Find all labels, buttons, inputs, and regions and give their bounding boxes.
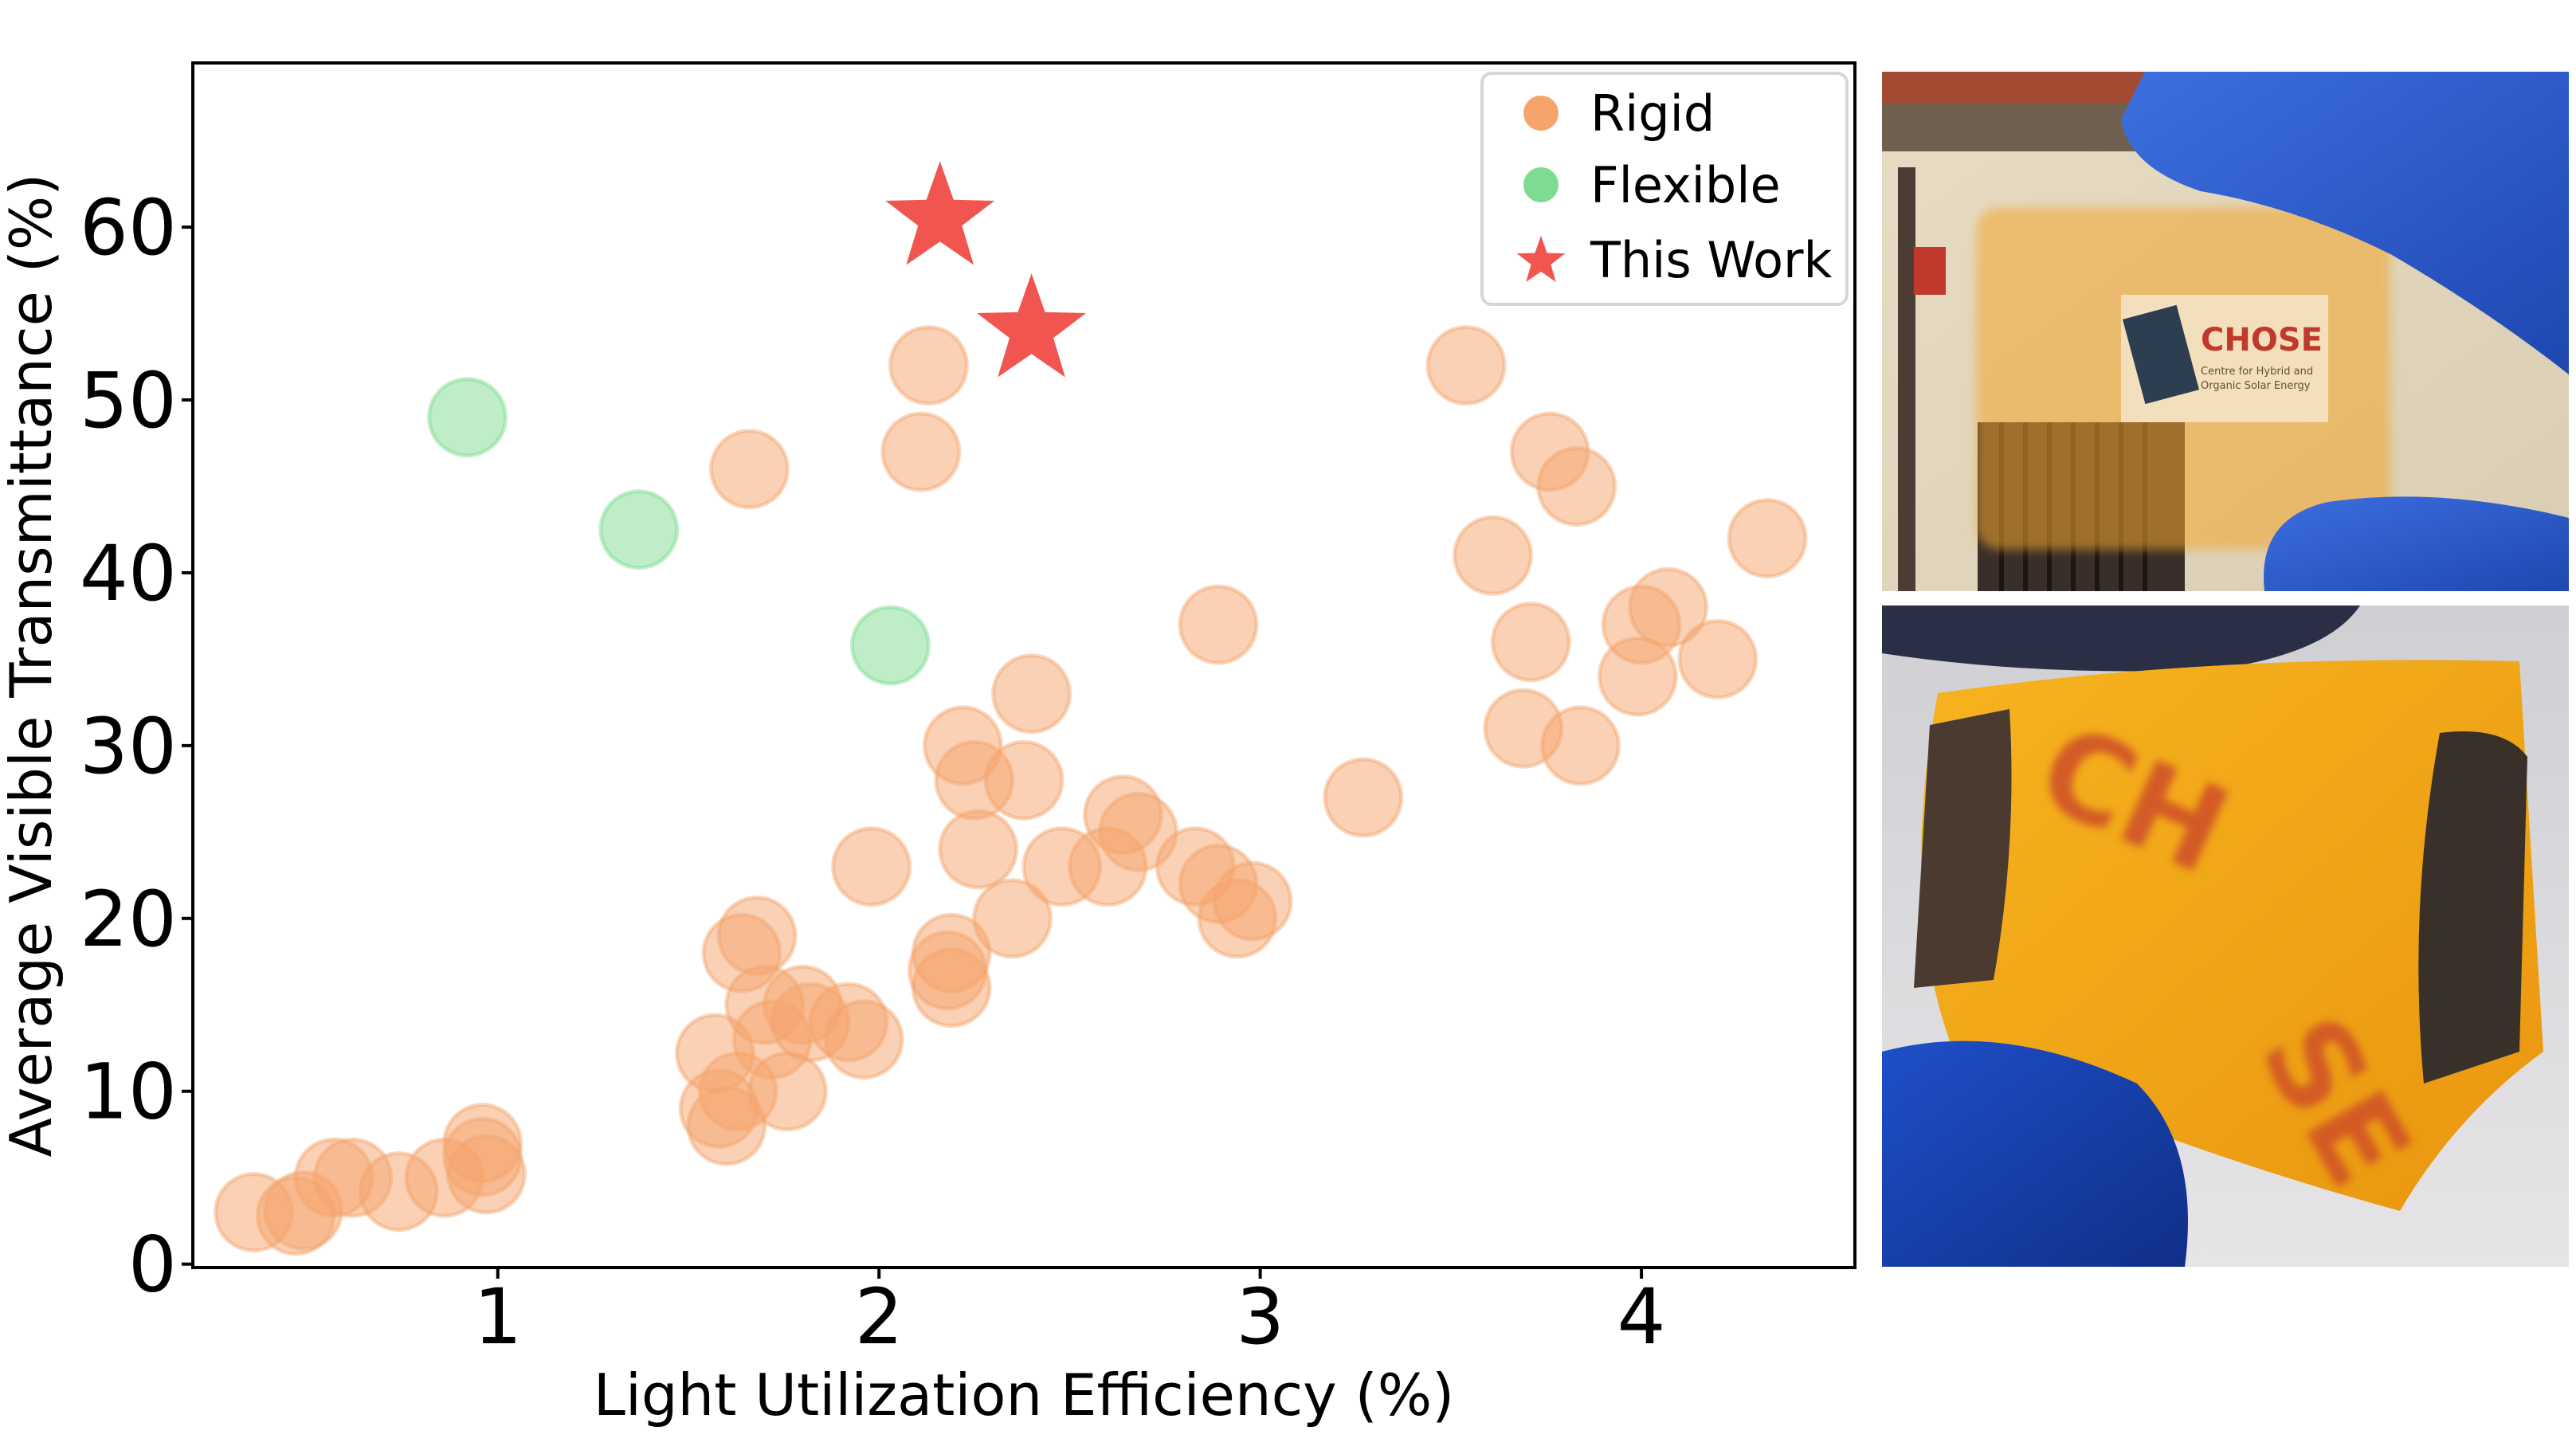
electrode-right: [2418, 731, 2527, 1084]
legend-marker-flexible: [1523, 167, 1559, 202]
legend-marker-this-work: [1516, 236, 1566, 282]
point-rigid-34: [972, 878, 1053, 959]
point-rigid-56: [1628, 566, 1709, 648]
point-rigid-16: [716, 895, 798, 976]
glove-bottom: [2264, 496, 2569, 591]
legend-box: [1480, 72, 1849, 306]
point-flexible-3: [850, 605, 931, 686]
y-tick-label-3: 20: [80, 875, 177, 964]
legend-label-flexible: Flexible: [1590, 156, 1781, 214]
glove-top-2: [1882, 605, 2360, 672]
y-tick-label-5: 40: [80, 529, 177, 618]
point-this-work-2: [977, 273, 1086, 378]
point-flexible-2: [598, 489, 680, 570]
chose-sign-subtitle-1: Centre for Hybrid and: [2201, 366, 2313, 378]
legend-label-rigid: Rigid: [1590, 84, 1715, 143]
point-rigid-30: [911, 947, 992, 1029]
point-rigid-35: [983, 739, 1065, 821]
point-rigid-52: [1536, 446, 1617, 527]
point-rigid-25: [831, 826, 912, 907]
photo-rigid-device: CHOSE Centre for Hybrid and Organic Sola…: [1882, 72, 2569, 591]
x-tick-label-4: 4: [1617, 1272, 1666, 1362]
point-rigid-50: [1490, 602, 1571, 683]
point-rigid-19: [747, 1051, 828, 1132]
chose-sign-title: CHOSE: [2201, 322, 2323, 359]
electrode-left: [1914, 709, 2012, 988]
point-rigid-10: [442, 1116, 523, 1197]
y-tick-label-2: 10: [80, 1048, 177, 1137]
plot-frame: [191, 61, 1857, 1269]
y-tick-label-1: 0: [128, 1221, 177, 1310]
point-rigid-27: [888, 325, 969, 406]
point-flexible-1: [427, 377, 508, 458]
point-rigid-43: [1178, 584, 1259, 665]
x-tick-label-2: 2: [855, 1272, 904, 1362]
legend: Rigid Flexible This Work: [1480, 72, 1849, 306]
legend-marker-rigid: [1523, 96, 1559, 131]
point-rigid-58: [1727, 498, 1808, 579]
point-rigid-57: [1677, 618, 1759, 700]
x-axis: 1 2 3 4: [473, 1268, 1666, 1362]
point-rigid-23: [823, 999, 904, 1080]
point-rigid-40: [1098, 791, 1178, 872]
legend-label-this-work: This Work: [1590, 231, 1832, 289]
y-axis-label: Average Visible Transmittance (%): [0, 174, 65, 1158]
y-axis: 0 10 20 30 40 50 60: [80, 183, 193, 1310]
y-tick-label-6: 50: [80, 356, 177, 445]
glove-top: [2121, 72, 2569, 374]
scatter-chart: 1 2 3 4 0 10 20 30 40 50 60 Light Utilization Eff…: [0, 61, 1857, 1428]
photo-flexible-device: CH SE: [1882, 605, 2569, 1267]
x-axis-label: Light Utilization Efficiency (%): [594, 1362, 1455, 1428]
point-this-work-1: [885, 161, 995, 265]
point-rigid-33: [938, 809, 1019, 890]
x-tick-label-3: 3: [1236, 1272, 1284, 1362]
y-tick-label-4: 30: [80, 702, 177, 791]
point-rigid-48: [1453, 515, 1533, 596]
point-rigid-24: [709, 429, 790, 510]
y-tick-label-7: 60: [80, 183, 177, 272]
point-rigid-36: [991, 653, 1072, 735]
point-rigid-46: [1323, 757, 1404, 838]
chose-sign-subtitle-2: Organic Solar Energy: [2201, 380, 2311, 392]
point-rigid-53: [1540, 705, 1621, 786]
x-tick-label-1: 1: [473, 1272, 522, 1362]
this-work-stars-layer: [885, 161, 1086, 378]
point-rigid-45: [1212, 860, 1293, 942]
point-rigid-47: [1425, 325, 1507, 406]
data-points-layer: [214, 325, 1808, 1256]
point-rigid-26: [880, 411, 962, 492]
glove-bottom-2: [1882, 1040, 2188, 1267]
